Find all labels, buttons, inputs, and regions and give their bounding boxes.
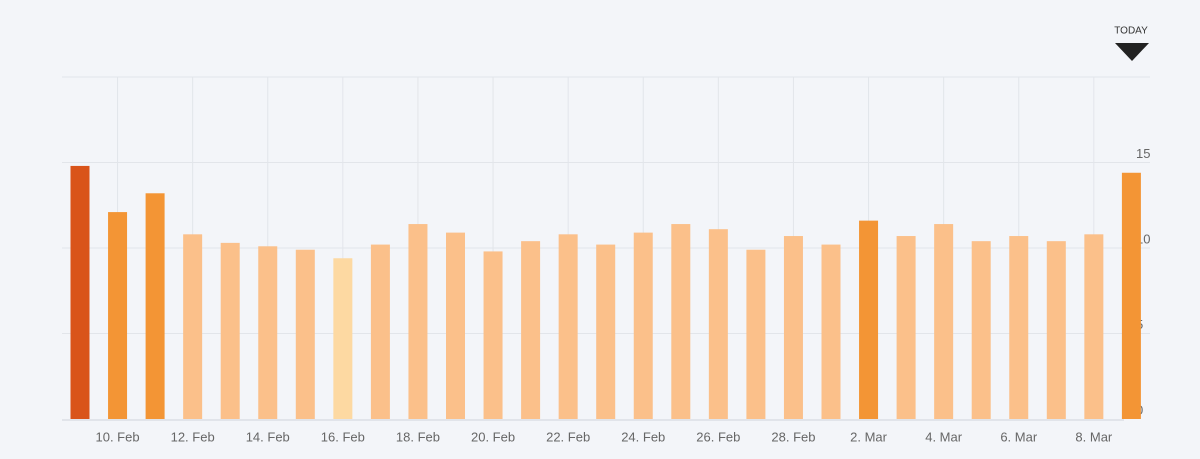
bar xyxy=(783,236,803,419)
bar xyxy=(408,224,428,419)
x-tick-label: 12. Feb xyxy=(171,429,215,444)
x-tick-label: 26. Feb xyxy=(696,429,740,444)
x-tick-label: 24. Feb xyxy=(621,429,665,444)
bar xyxy=(70,165,90,419)
today-marker xyxy=(1115,43,1149,61)
bar xyxy=(821,244,841,419)
bar xyxy=(596,244,616,419)
bar xyxy=(1046,241,1066,419)
x-tick-label: 2. Mar xyxy=(850,429,888,444)
bar xyxy=(333,258,353,419)
bar xyxy=(1009,236,1029,419)
today-label: TODAY xyxy=(1114,26,1148,37)
bar xyxy=(671,224,691,419)
bar xyxy=(108,212,128,419)
x-tick-label: 14. Feb xyxy=(246,429,290,444)
bar xyxy=(633,232,653,419)
bar xyxy=(370,244,390,419)
x-tick-label: 10. Feb xyxy=(96,429,140,444)
x-tick-label: 6. Mar xyxy=(1000,429,1038,444)
x-tick-label: 18. Feb xyxy=(396,429,440,444)
x-tick-label: 20. Feb xyxy=(471,429,515,444)
bar xyxy=(934,224,954,419)
bar xyxy=(183,234,203,419)
bar xyxy=(746,249,766,419)
bar xyxy=(220,242,240,419)
bar xyxy=(521,241,541,419)
bar xyxy=(446,232,465,419)
bar xyxy=(1121,172,1141,419)
y-tick-label: 15 xyxy=(1136,146,1150,161)
x-tick-label: 8. Mar xyxy=(1075,429,1113,444)
bar xyxy=(145,193,165,419)
x-tick-label: 28. Feb xyxy=(771,429,815,444)
x-tick-label: 16. Feb xyxy=(321,429,365,444)
bar xyxy=(896,236,916,419)
bar xyxy=(295,249,315,419)
x-tick-label: 4. Mar xyxy=(925,429,963,444)
bar xyxy=(558,234,578,419)
bar xyxy=(971,241,991,419)
bar xyxy=(708,229,728,419)
bar xyxy=(483,251,503,419)
bar xyxy=(258,246,278,419)
bar xyxy=(1084,234,1104,419)
x-tick-label: 22. Feb xyxy=(546,429,590,444)
bar xyxy=(859,220,879,419)
